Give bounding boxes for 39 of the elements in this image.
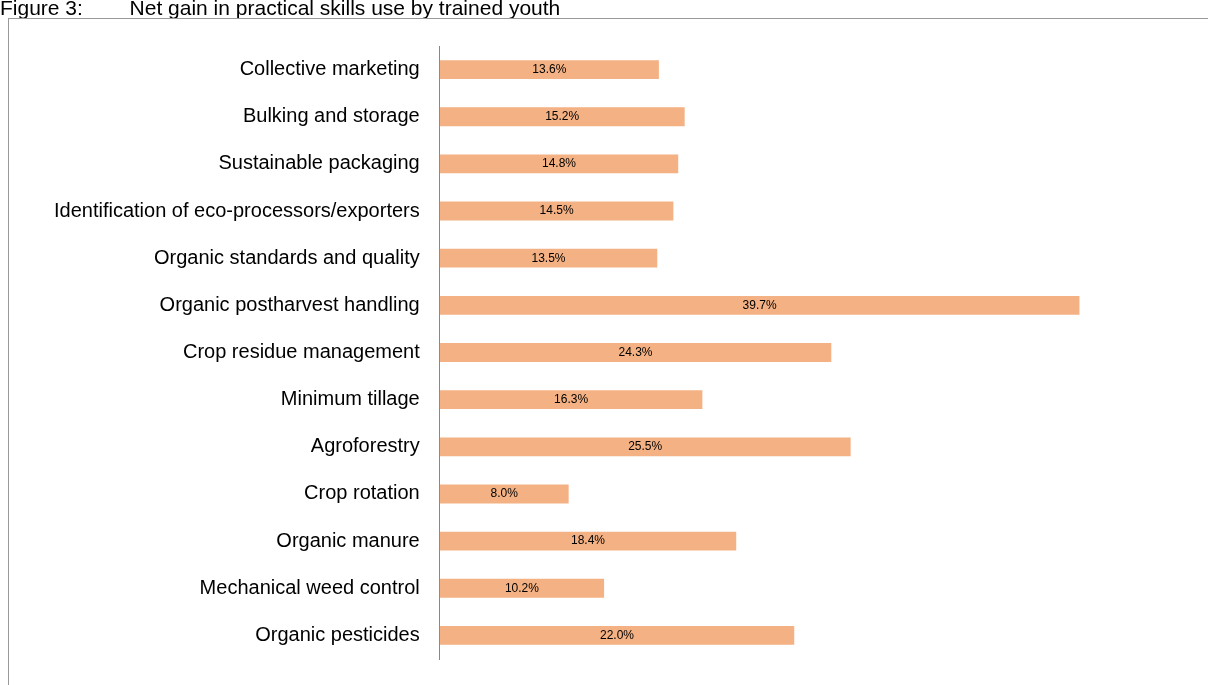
y-tick-label: Bulking and storage xyxy=(242,104,420,127)
bar xyxy=(439,107,685,127)
bar xyxy=(439,201,674,221)
data-label: 25.5% xyxy=(628,439,663,454)
bar xyxy=(439,531,737,551)
bar xyxy=(439,437,851,457)
bar xyxy=(439,295,1080,315)
y-tick-label: Minimum tillage xyxy=(280,387,420,410)
data-label: 18.4% xyxy=(570,533,606,548)
bar xyxy=(439,248,658,268)
data-label: 13.5% xyxy=(531,250,566,265)
data-label: 8.0% xyxy=(490,486,519,501)
bar xyxy=(439,625,795,645)
bar xyxy=(439,154,679,174)
bar xyxy=(439,390,703,410)
y-tick-label: Identification of eco-processors/exporters xyxy=(54,198,420,221)
y-tick-label: Sustainable packaging xyxy=(218,151,420,174)
data-label: 15.2% xyxy=(545,109,580,124)
y-tick-label: Mechanical weed control xyxy=(199,575,420,598)
bar xyxy=(439,578,605,598)
bar xyxy=(439,343,832,362)
y-tick-label: Organic manure xyxy=(276,528,420,551)
data-label: 22.0% xyxy=(599,627,635,642)
y-tick-label: Crop rotation xyxy=(304,481,420,504)
data-label: 14.8% xyxy=(541,156,577,171)
y-tick-label: Organic pesticides xyxy=(255,622,420,645)
data-label: 39.7% xyxy=(742,297,777,312)
data-label: 14.5% xyxy=(539,203,574,218)
data-label: 24.3% xyxy=(618,344,653,359)
y-tick-label: Agroforestry xyxy=(310,434,420,457)
y-tick-label: Collective marketing xyxy=(239,57,420,80)
y-tick-label: Organic standards and quality xyxy=(154,245,420,268)
y-tick-label: Organic postharvest handling xyxy=(159,292,420,315)
y-tick-label: Crop residue management xyxy=(182,340,421,363)
bar xyxy=(439,60,659,80)
chart-title: Figure 3: Net gain in practical skills use by trained youth xyxy=(0,0,561,20)
data-label: 10.2% xyxy=(504,580,540,595)
data-label: 16.3% xyxy=(554,391,589,406)
data-label: 13.6% xyxy=(532,61,567,76)
